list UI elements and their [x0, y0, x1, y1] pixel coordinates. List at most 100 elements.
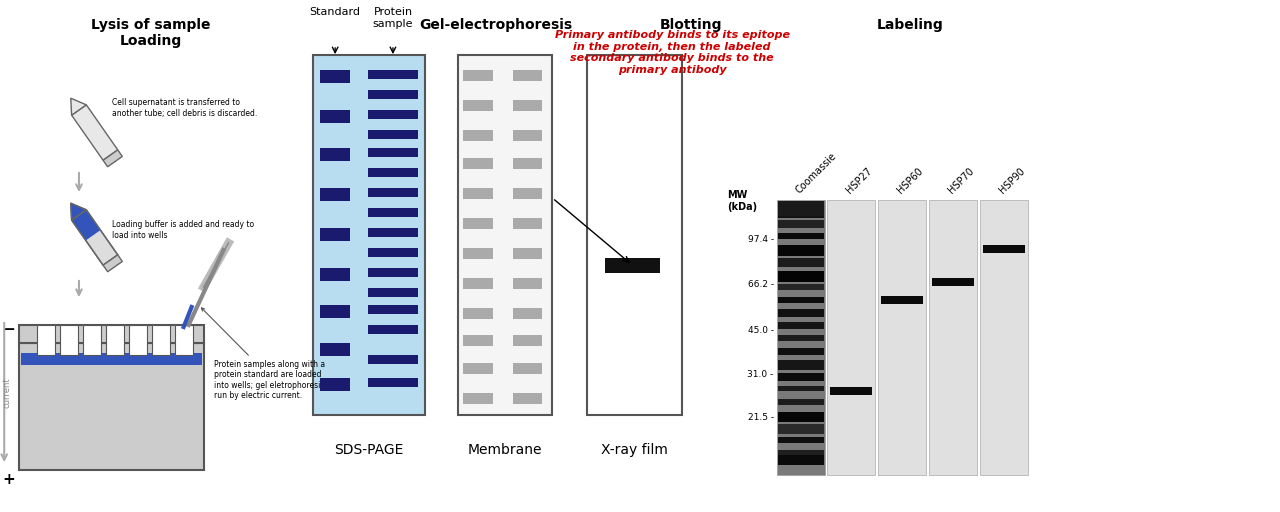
Bar [778, 220, 823, 228]
Bar [462, 278, 493, 289]
Bar [129, 325, 147, 355]
Bar [882, 296, 923, 305]
Bar [369, 288, 417, 297]
Bar [512, 158, 543, 169]
Bar [174, 325, 192, 355]
Polygon shape [72, 210, 118, 265]
Bar [369, 228, 417, 237]
Bar [778, 335, 823, 340]
Bar [37, 325, 55, 355]
Bar [778, 296, 823, 303]
Bar [129, 325, 147, 343]
Bar [462, 158, 493, 169]
Bar [588, 55, 682, 415]
Bar [320, 70, 349, 83]
Text: Blotting: Blotting [659, 18, 722, 32]
Bar [174, 325, 192, 343]
Text: HSP70: HSP70 [946, 165, 975, 195]
Bar [512, 188, 543, 199]
Bar [778, 258, 823, 267]
Bar [462, 248, 493, 259]
Bar [320, 343, 349, 356]
Bar [369, 208, 417, 217]
Bar [778, 201, 823, 216]
Bar [462, 70, 493, 81]
Bar [369, 378, 417, 387]
Bar [60, 325, 78, 355]
Text: Cell supernatant is transferred to
another tube; cell debris is discarded.: Cell supernatant is transferred to anoth… [111, 98, 257, 118]
Bar [106, 325, 124, 355]
Bar [605, 258, 660, 273]
Bar [320, 188, 349, 201]
Bar [462, 100, 493, 111]
Text: Lysis of sample
Loading: Lysis of sample Loading [91, 18, 211, 48]
Bar [369, 130, 417, 139]
Text: 31.0 -: 31.0 - [748, 370, 773, 379]
Polygon shape [70, 203, 86, 220]
Bar [83, 325, 101, 355]
Bar [462, 393, 493, 404]
Bar [369, 70, 417, 79]
Text: Membrane: Membrane [467, 443, 543, 457]
Bar [458, 55, 553, 415]
Bar [512, 308, 543, 319]
Bar [37, 325, 55, 343]
Text: MW
(kDa): MW (kDa) [727, 190, 756, 211]
Bar [512, 70, 543, 81]
Bar [369, 168, 417, 177]
Bar [369, 305, 417, 314]
Bar [512, 218, 543, 229]
Text: HSP27: HSP27 [845, 165, 874, 195]
Polygon shape [104, 255, 123, 272]
Polygon shape [72, 210, 100, 241]
Bar [152, 325, 170, 355]
Text: 66.2 -: 66.2 - [748, 281, 773, 289]
Text: Gel-electrophoresis: Gel-electrophoresis [419, 18, 572, 32]
Bar [320, 378, 349, 391]
Bar [320, 268, 349, 281]
Bar [462, 188, 493, 199]
Bar [314, 55, 425, 415]
Bar [462, 308, 493, 319]
Bar [512, 100, 543, 111]
Bar [320, 305, 349, 318]
Bar [19, 325, 204, 343]
Bar [512, 130, 543, 141]
Bar [152, 325, 170, 343]
Bar [878, 200, 927, 475]
Text: +: + [3, 473, 15, 487]
Bar [983, 245, 1025, 252]
Bar [778, 455, 823, 465]
Bar [980, 200, 1028, 475]
Bar [462, 363, 493, 374]
Bar [778, 232, 823, 239]
Bar [827, 200, 876, 475]
Bar [369, 188, 417, 197]
Bar [369, 90, 417, 99]
Bar [778, 348, 823, 355]
Bar [369, 268, 417, 277]
Bar [831, 387, 873, 395]
Bar [106, 325, 124, 343]
Bar [778, 271, 823, 282]
Text: SDS-PAGE: SDS-PAGE [334, 443, 403, 457]
Text: Primary antibody binds to its epitope
in the protein, then the labeled
secondary: Primary antibody binds to its epitope in… [554, 30, 790, 75]
Bar [83, 325, 101, 343]
Text: Standard: Standard [310, 7, 361, 17]
Text: −: − [3, 323, 15, 337]
Bar [932, 278, 974, 286]
Text: X-ray film: X-ray film [602, 443, 668, 457]
Bar [778, 284, 823, 290]
Bar [512, 363, 543, 374]
Bar [19, 343, 204, 470]
Bar [778, 412, 823, 422]
Bar [777, 200, 824, 475]
Bar [512, 278, 543, 289]
Text: 45.0 -: 45.0 - [748, 326, 773, 335]
Bar [369, 325, 417, 334]
Bar [778, 373, 823, 381]
Text: 21.5 -: 21.5 - [748, 413, 773, 422]
Bar [929, 200, 977, 475]
Bar [320, 228, 349, 241]
Text: Labeling: Labeling [877, 18, 943, 32]
